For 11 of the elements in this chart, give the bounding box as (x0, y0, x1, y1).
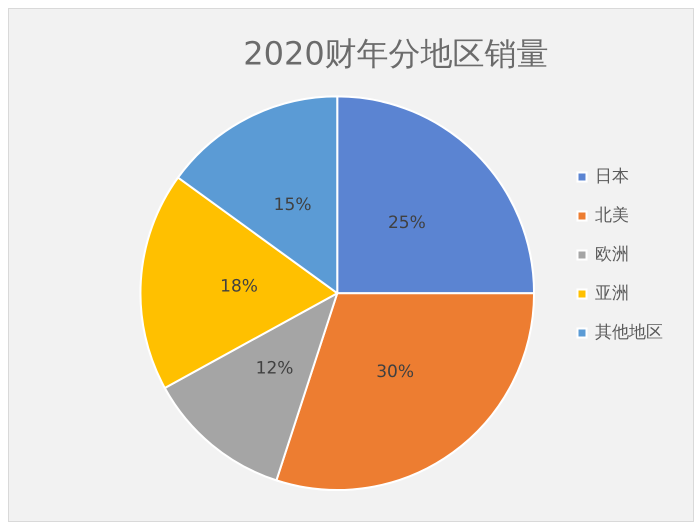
data-label: 12% (256, 358, 294, 378)
data-label: 15% (274, 194, 312, 215)
legend-label: 日本 (595, 166, 629, 186)
legend-label: 北美 (595, 205, 629, 226)
legend-label: 其他地区 (595, 322, 663, 342)
data-label: 25% (388, 213, 426, 234)
legend-label: 亚洲 (595, 283, 629, 304)
data-label: 18% (220, 276, 258, 296)
data-label: 30% (376, 362, 414, 382)
legend-label: 欧洲 (595, 244, 629, 264)
chart-title: 2020财年分地区销量 (243, 34, 549, 73)
